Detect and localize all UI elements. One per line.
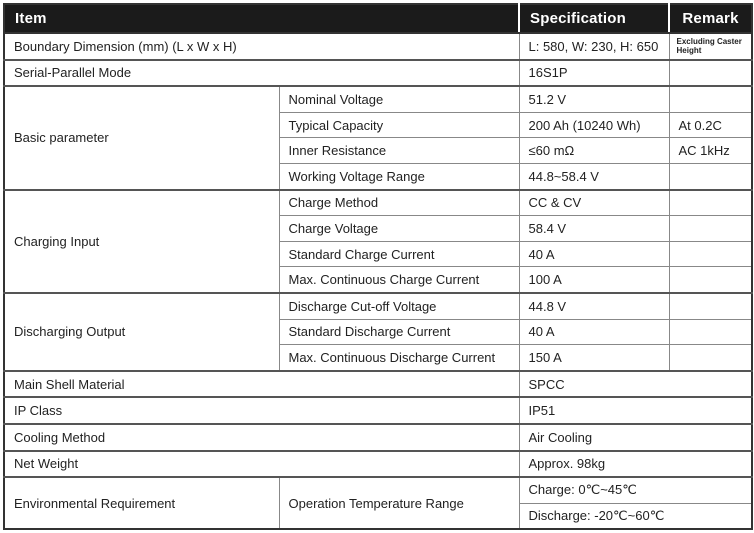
- row-discharging-max-continuous-current: Max. Continuous Discharge Current 150 A: [4, 344, 753, 372]
- remark-cell: [668, 266, 753, 294]
- item-cell: Boundary Dimension (mm) (L x W x H): [3, 32, 520, 61]
- remark-cell: AC 1kHz: [668, 137, 753, 164]
- spec-cell: Charge: 0℃~45℃: [518, 476, 753, 504]
- row-basic-nominal-voltage: Basic parameter Nominal Voltage 51.2 V: [3, 85, 753, 191]
- remark-cell: [668, 344, 753, 372]
- spec-cell: 44.8 V: [518, 291, 670, 320]
- item-cell: Serial-Parallel Mode: [3, 58, 520, 87]
- remark-cell: [668, 162, 753, 191]
- group-cell-environmental-requirement: Environmental Requirement: [3, 476, 280, 530]
- subitem-cell: Charge Method: [278, 188, 520, 217]
- subitem-cell: Standard Charge Current: [278, 240, 520, 268]
- row-charging-charge-method: Charging Input Charge Method CC & CV: [3, 188, 753, 294]
- subitem-cell: Typical Capacity: [278, 111, 520, 139]
- item-cell: IP Class: [3, 396, 520, 425]
- group-cell-basic-parameter: Basic parameter: [3, 85, 280, 191]
- remark-cell: [668, 188, 753, 217]
- col-header-remark: Remark: [668, 4, 752, 34]
- spec-cell: Air Cooling: [518, 422, 753, 451]
- row-cooling-method: Cooling Method Air Cooling: [3, 422, 753, 451]
- remark-cell: [668, 85, 753, 113]
- spec-cell: 200 Ah (10240 Wh): [518, 111, 670, 139]
- remark-cell: At 0.2C: [668, 111, 753, 139]
- row-discharging-cutoff-voltage: Discharging Output Discharge Cut-off Vol…: [3, 291, 753, 372]
- group-cell-discharging-output: Discharging Output: [3, 291, 280, 372]
- row-net-weight: Net Weight Approx. 98kg: [3, 449, 753, 478]
- row-charging-standard-current: Standard Charge Current 40 A: [4, 240, 753, 268]
- subitem-cell: Discharge Cut-off Voltage: [278, 291, 520, 320]
- battery-spec-table: Item Specification Remark Boundary Dimen…: [3, 3, 753, 531]
- col-header-item: Item: [4, 4, 519, 34]
- spec-cell: L: 580, W: 230, H: 650: [518, 32, 670, 61]
- row-charging-max-continuous-current: Max. Continuous Charge Current 100 A: [4, 266, 753, 294]
- group-cell-charging-input: Charging Input: [3, 188, 280, 294]
- remark-cell: [668, 215, 753, 242]
- subitem-cell: Nominal Voltage: [278, 85, 520, 113]
- row-charging-charge-voltage: Charge Voltage 58.4 V: [4, 215, 753, 242]
- subitem-cell: Charge Voltage: [278, 215, 520, 242]
- subitem-cell: Max. Continuous Charge Current: [278, 266, 520, 294]
- row-basic-working-voltage-range: Working Voltage Range 44.8~58.4 V: [4, 162, 753, 191]
- row-basic-typical-capacity: Typical Capacity 200 Ah (10240 Wh) At 0.…: [4, 111, 753, 139]
- spec-cell: 40 A: [518, 318, 670, 346]
- row-main-shell-material: Main Shell Material SPCC: [3, 369, 753, 398]
- remark-cell: [668, 240, 753, 268]
- spec-cell: IP51: [518, 396, 753, 425]
- spec-cell: SPCC: [518, 369, 753, 398]
- remark-cell: Excluding Caster Height: [668, 32, 753, 61]
- spec-cell: CC & CV: [518, 188, 670, 217]
- spec-cell: 150 A: [518, 344, 670, 372]
- remark-cell: [668, 58, 753, 87]
- spec-cell: Approx. 98kg: [518, 449, 753, 478]
- spec-cell: 100 A: [518, 266, 670, 294]
- row-boundary-dimension: Boundary Dimension (mm) (L x W x H) L: 5…: [3, 32, 753, 61]
- col-header-specification: Specification: [518, 4, 669, 34]
- row-serial-parallel-mode: Serial-Parallel Mode 16S1P: [3, 58, 753, 87]
- remark-cell: [668, 291, 753, 320]
- subitem-cell: Working Voltage Range: [278, 162, 520, 191]
- item-cell: Cooling Method: [3, 422, 520, 451]
- spec-cell: ≤60 mΩ: [518, 137, 670, 164]
- item-cell: Main Shell Material: [3, 369, 520, 398]
- item-cell: Net Weight: [3, 449, 520, 478]
- row-basic-inner-resistance: Inner Resistance ≤60 mΩ AC 1kHz: [4, 137, 753, 164]
- subitem-cell: Max. Continuous Discharge Current: [278, 344, 520, 372]
- row-ip-class: IP Class IP51: [3, 396, 753, 425]
- spec-cell: Discharge: -20℃~60℃: [518, 502, 753, 530]
- subitem-cell-operation-temperature-range: Operation Temperature Range: [278, 476, 520, 530]
- remark-cell: [668, 318, 753, 346]
- spec-cell: 58.4 V: [518, 215, 670, 242]
- spec-cell: 44.8~58.4 V: [518, 162, 670, 191]
- subitem-cell: Standard Discharge Current: [278, 318, 520, 346]
- spec-cell: 40 A: [518, 240, 670, 268]
- spec-cell: 51.2 V: [518, 85, 670, 113]
- row-discharging-standard-current: Standard Discharge Current 40 A: [4, 318, 753, 346]
- header-row: Item Specification Remark: [4, 4, 752, 34]
- subitem-cell: Inner Resistance: [278, 137, 520, 164]
- row-environment-charge-temp: Environmental Requirement Operation Temp…: [3, 476, 753, 530]
- spec-cell: 16S1P: [518, 58, 670, 87]
